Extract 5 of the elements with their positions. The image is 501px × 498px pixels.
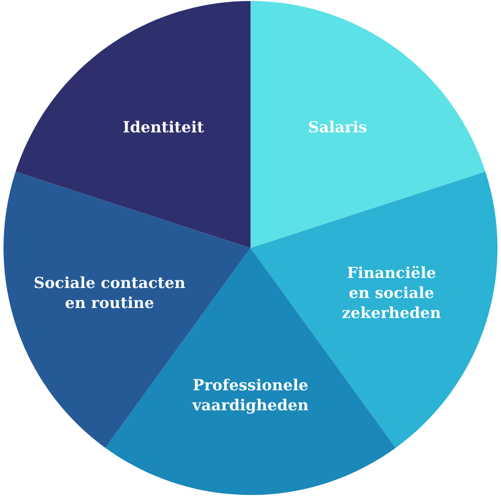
slice-label: Financiële en sociale zekerheden	[342, 266, 441, 318]
slice-label: Professionele vaardigheden	[192, 378, 308, 414]
slice-label: Salaris	[309, 120, 367, 133]
slice-label: Sociale contacten en routine	[34, 276, 186, 308]
slice-label: Identiteit	[124, 120, 204, 133]
